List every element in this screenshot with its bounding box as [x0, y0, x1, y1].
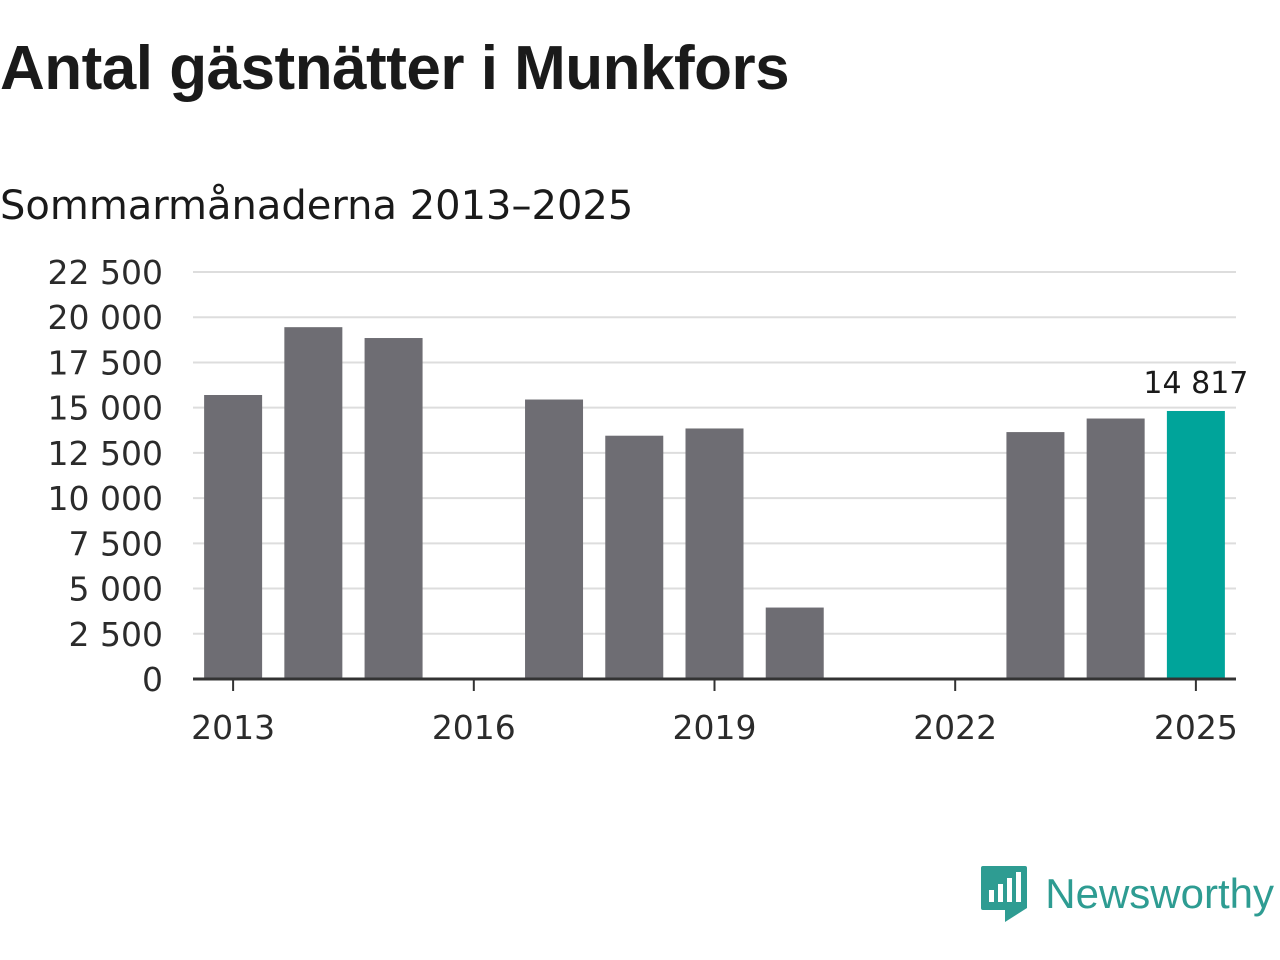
logo-text: Newsworthy [1045, 870, 1274, 917]
y-tick-label: 17 500 [48, 343, 163, 382]
bar-2025 [1166, 410, 1225, 679]
y-tick-label: 15 000 [48, 389, 163, 428]
newsworthy-logo-icon [981, 866, 1028, 922]
bar-2018 [605, 435, 664, 679]
bar-2024 [1086, 418, 1145, 679]
bar-2013 [204, 395, 263, 679]
y-tick-label: 20 000 [48, 298, 163, 337]
y-tick-label: 12 500 [48, 434, 163, 473]
x-tick-label: 2025 [1154, 708, 1238, 747]
x-tick-label: 2022 [913, 708, 997, 747]
x-tick-label: 2013 [191, 708, 275, 747]
x-tick-label: 2019 [673, 708, 757, 747]
y-tick-label: 0 [142, 660, 163, 699]
chart-title: Antal gästnätter i Munkfors [0, 34, 790, 103]
chart-subtitle: Sommarmånaderna 2013–2025 [0, 183, 634, 229]
y-tick-label: 2 500 [69, 615, 163, 654]
bar-2017 [525, 399, 584, 679]
y-tick-label: 10 000 [48, 479, 163, 518]
bar-2015 [364, 338, 423, 679]
bar-2019 [685, 428, 744, 679]
bar-2023 [1006, 432, 1065, 679]
data-label-2025: 14 817 [1143, 366, 1248, 401]
bar-2020 [765, 607, 824, 679]
newsworthy-logo: Newsworthy [979, 864, 1274, 924]
y-tick-label: 5 000 [69, 570, 163, 609]
y-tick-label: 22 500 [48, 253, 163, 292]
y-tick-label: 7 500 [69, 524, 163, 563]
x-tick-label: 2016 [432, 708, 516, 747]
bar-2014 [284, 327, 343, 679]
